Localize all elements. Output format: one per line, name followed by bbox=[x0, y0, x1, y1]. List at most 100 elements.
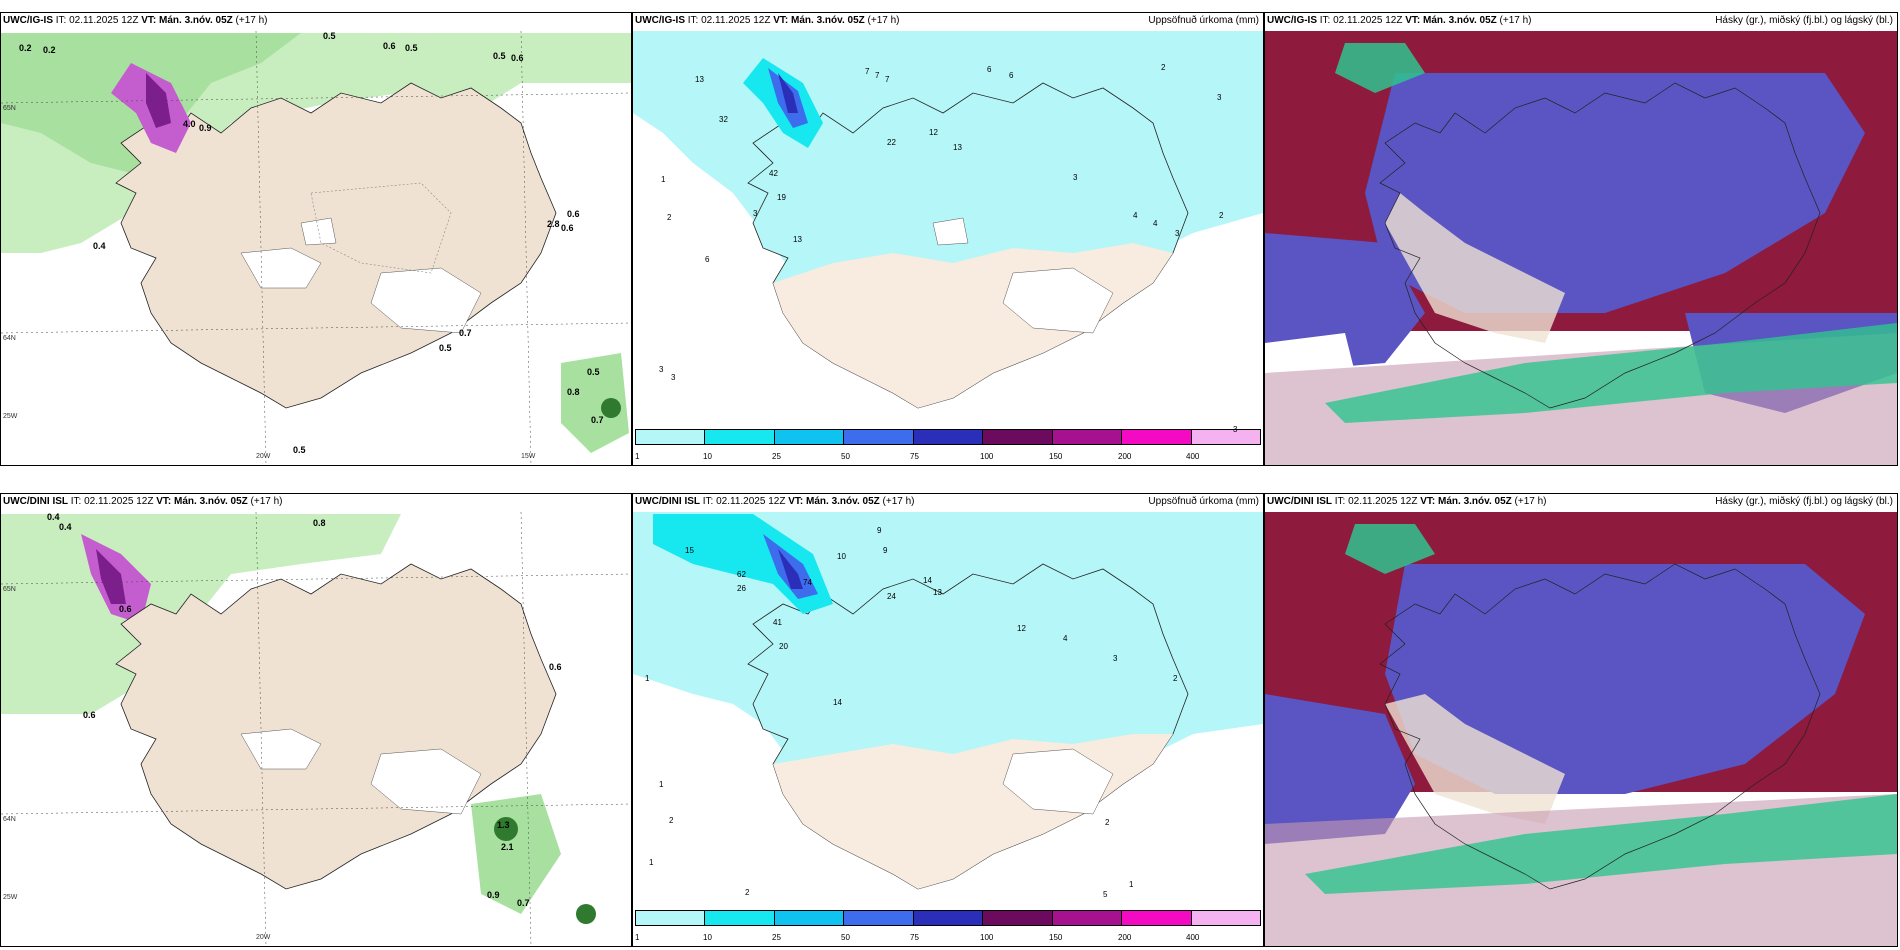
precip-value: 13 bbox=[933, 588, 942, 597]
colorbar-swatch bbox=[844, 430, 914, 444]
precip-value: 13 bbox=[695, 75, 704, 84]
snow-label: 0.5 bbox=[587, 367, 600, 377]
colorbar-tick: 400 bbox=[1186, 933, 1200, 942]
precip-colorbar bbox=[635, 429, 1261, 445]
colorbar-tick: 100 bbox=[980, 933, 994, 942]
precip-value: 6 bbox=[705, 255, 710, 264]
colorbar-swatch bbox=[1052, 430, 1123, 444]
colorbar-swatch bbox=[983, 430, 1053, 444]
snow-label: 0.5 bbox=[323, 31, 336, 41]
snow-label: 0.4 bbox=[93, 241, 106, 251]
colorbar-swatch bbox=[1191, 430, 1260, 444]
colorbar-swatch bbox=[913, 911, 984, 925]
precip-value: 74 bbox=[803, 578, 812, 587]
precip-value: 1 bbox=[659, 780, 664, 789]
precip-value: 7 bbox=[865, 67, 870, 76]
snow-label: 0.6 bbox=[549, 662, 562, 672]
colorbar-swatch bbox=[1122, 430, 1192, 444]
colorbar-swatch bbox=[1052, 911, 1123, 925]
precip-value: 12 bbox=[929, 128, 938, 137]
precip-value: 24 bbox=[887, 592, 896, 601]
precip-value: 2 bbox=[667, 213, 672, 222]
precip-value: 1 bbox=[661, 175, 666, 184]
cloud-panel-row1: UWC/IG-IS IT: 02.11.2025 12Z VT: Mán. 3.… bbox=[1264, 12, 1898, 466]
precip-value: 62 bbox=[737, 570, 746, 579]
precip-value: 9 bbox=[883, 546, 888, 555]
colorbar-tick: 50 bbox=[841, 933, 850, 942]
colorbar-swatch bbox=[913, 430, 984, 444]
colorbar-swatch bbox=[1191, 911, 1260, 925]
snow-wind-map[interactable] bbox=[1, 13, 631, 465]
precip-value: 10 bbox=[837, 552, 846, 561]
model-name: UWC/IG-IS bbox=[3, 15, 53, 26]
precip-value: 22 bbox=[887, 138, 896, 147]
colorbar-tick: 25 bbox=[772, 452, 781, 461]
precip-value: 14 bbox=[833, 698, 842, 707]
panel-header: UWC/DINI ISL IT: 02.11.2025 12Z VT: Mán.… bbox=[3, 496, 283, 507]
cloud-map[interactable] bbox=[1265, 13, 1897, 465]
precip-value: 4 bbox=[1153, 219, 1158, 228]
panel-header: UWC/IG-IS IT: 02.11.2025 12Z VT: Mán. 3.… bbox=[635, 15, 900, 26]
colorbar-swatch bbox=[1122, 911, 1192, 925]
precip-colorbar bbox=[635, 910, 1261, 926]
snow-map-panel-row1: UWC/IG-IS IT: 02.11.2025 12Z VT: Mán. 3.… bbox=[0, 12, 632, 466]
precip-value: 1 bbox=[645, 674, 650, 683]
precip-value: 3 bbox=[1175, 229, 1180, 238]
precip-value: 2 bbox=[1219, 211, 1224, 220]
snow-label: 0.4 bbox=[59, 522, 72, 532]
snow-label: 0.5 bbox=[493, 51, 506, 61]
precip-value: 3 bbox=[671, 373, 676, 382]
precip-value: 5 bbox=[1103, 890, 1108, 899]
snow-label: 2.1 bbox=[501, 842, 514, 852]
colorbar-swatch bbox=[983, 911, 1053, 925]
precip-value: 1 bbox=[649, 858, 654, 867]
snow-label: 0.5 bbox=[405, 43, 418, 53]
precip-value: 42 bbox=[769, 169, 778, 178]
panel-title: Uppsöfnuð úrkoma (mm) bbox=[1148, 496, 1259, 507]
snow-label: 0.5 bbox=[439, 343, 452, 353]
precip-map[interactable] bbox=[633, 494, 1263, 946]
colorbar-tick: 75 bbox=[910, 933, 919, 942]
snow-label: 0.2 bbox=[43, 45, 56, 55]
precip-value: 20 bbox=[779, 642, 788, 651]
snow-label: 0.7 bbox=[591, 415, 604, 425]
snow-label: 0.9 bbox=[487, 890, 500, 900]
precip-value: 2 bbox=[745, 888, 750, 897]
precip-value: 12 bbox=[1017, 624, 1026, 633]
precip-value: 3 bbox=[1217, 93, 1222, 102]
snow-label: 0.4 bbox=[47, 512, 60, 522]
colorbar-tick: 150 bbox=[1049, 933, 1063, 942]
snow-label: 1.3 bbox=[497, 820, 510, 830]
colorbar-tick: 25 bbox=[772, 933, 781, 942]
precip-value: 14 bbox=[923, 576, 932, 585]
precip-value: 6 bbox=[987, 65, 992, 74]
snow-label: 0.6 bbox=[383, 41, 396, 51]
colorbar-tick: 400 bbox=[1186, 452, 1200, 461]
colorbar-tick: 200 bbox=[1118, 452, 1132, 461]
colorbar-swatch bbox=[705, 911, 775, 925]
precip-value: 2 bbox=[1161, 63, 1166, 72]
panel-header: UWC/IG-IS IT: 02.11.2025 12Z VT: Mán. 3.… bbox=[1267, 15, 1532, 26]
snow-map-panel-row2: UWC/DINI ISL IT: 02.11.2025 12Z VT: Mán.… bbox=[0, 493, 632, 947]
colorbar-tick: 150 bbox=[1049, 452, 1063, 461]
precip-value: 2 bbox=[669, 816, 674, 825]
panel-header: UWC/IG-IS IT: 02.11.2025 12Z VT: Mán. 3.… bbox=[3, 15, 268, 26]
precip-value: 41 bbox=[773, 618, 782, 627]
precip-value: 15 bbox=[685, 546, 694, 555]
precip-map[interactable] bbox=[633, 13, 1263, 465]
snow-label: 0.5 bbox=[293, 445, 306, 455]
precip-value: 26 bbox=[737, 584, 746, 593]
snow-label: 0.6 bbox=[83, 710, 96, 720]
precip-value: 2 bbox=[1173, 674, 1178, 683]
snow-label: 0.6 bbox=[561, 223, 574, 233]
panel-header: UWC/DINI ISL IT: 02.11.2025 12Z VT: Mán.… bbox=[635, 496, 915, 507]
colorbar-swatch bbox=[705, 430, 775, 444]
precip-value: 32 bbox=[719, 115, 728, 124]
snow-label: 0.7 bbox=[459, 328, 472, 338]
snow-wind-map[interactable] bbox=[1, 494, 631, 946]
cloud-map[interactable] bbox=[1265, 494, 1897, 946]
snow-label: 0.6 bbox=[511, 53, 524, 63]
precip-value: 19 bbox=[777, 193, 786, 202]
colorbar-tick: 50 bbox=[841, 452, 850, 461]
precip-value: 6 bbox=[1009, 71, 1014, 80]
